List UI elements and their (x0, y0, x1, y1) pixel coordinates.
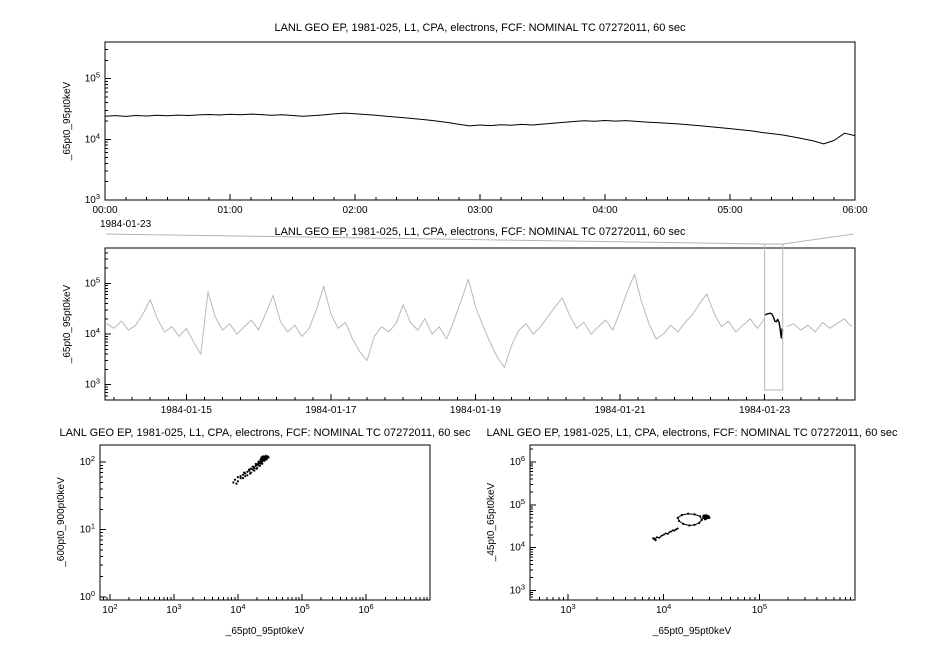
svg-text:101: 101 (80, 522, 95, 536)
panel-scatter-45-65[interactable]: 103 104 105 103 104 105 106 (510, 444, 856, 616)
svg-text:01:00: 01:00 (217, 205, 242, 216)
svg-text:05:00: 05:00 (717, 205, 742, 216)
svg-text:105: 105 (294, 602, 309, 616)
svg-text:102: 102 (102, 602, 117, 616)
panel-title-timeseries-zoom: LANL GEO EP, 1981-025, L1, CPA, electron… (274, 22, 686, 34)
svg-text:104: 104 (656, 602, 671, 616)
y-axis-label-scatter-600-900: _600pt0_900pt0keV (56, 477, 67, 567)
x-axis-label-scatter-45-65: _65pt0_95pt0keV (652, 626, 732, 637)
svg-text:104: 104 (230, 602, 245, 616)
y-axis-label-timeseries-zoom: _65pt0_95pt0keV (62, 81, 73, 161)
svg-text:102: 102 (80, 454, 95, 468)
svg-text:06:00: 06:00 (842, 205, 867, 216)
svg-text:105: 105 (752, 602, 767, 616)
svg-text:02:00: 02:00 (342, 205, 367, 216)
svg-text:103: 103 (166, 602, 181, 616)
svg-text:104: 104 (510, 540, 525, 554)
svg-text:1984-01-19: 1984-01-19 (450, 405, 502, 416)
svg-text:103: 103 (85, 377, 100, 391)
svg-text:103: 103 (510, 583, 525, 597)
svg-text:04:00: 04:00 (592, 205, 617, 216)
svg-text:105: 105 (85, 71, 100, 85)
svg-text:1984-01-15: 1984-01-15 (161, 405, 213, 416)
svg-text:104: 104 (85, 326, 100, 340)
panel-timeseries-context[interactable]: 1984-01-15 1984-01-17 1984-01-19 1984-01-21… (85, 247, 856, 416)
svg-text:106: 106 (358, 602, 373, 616)
svg-text:1984-01-23: 1984-01-23 (739, 405, 791, 416)
x-axis-context-date: 1984-01-23 (100, 219, 152, 230)
svg-text:103: 103 (85, 192, 100, 206)
panel-title-scatter-45-65: LANL GEO EP, 1981-025, L1, CPA, electron… (486, 427, 898, 439)
svg-text:100: 100 (80, 589, 95, 603)
svg-text:106: 106 (510, 454, 525, 468)
svg-text:105: 105 (85, 275, 100, 289)
svg-text:105: 105 (510, 497, 525, 511)
svg-text:103: 103 (560, 602, 575, 616)
svg-text:00:00: 00:00 (92, 205, 117, 216)
svg-text:03:00: 03:00 (467, 205, 492, 216)
svg-text:104: 104 (85, 131, 100, 145)
zoom-selection-box[interactable] (105, 233, 855, 391)
svg-text:1984-01-17: 1984-01-17 (305, 405, 357, 416)
y-axis-label-scatter-45-65: _45pt0_65pt0keV (486, 482, 497, 562)
svg-text:1984-01-21: 1984-01-21 (594, 405, 646, 416)
x-axis-label-scatter-600-900: _65pt0_95pt0keV (225, 626, 305, 637)
y-axis-label-timeseries-context: _65pt0_95pt0keV (62, 284, 73, 364)
panel-title-scatter-600-900: LANL GEO EP, 1981-025, L1, CPA, electron… (59, 427, 471, 439)
panel-timeseries-zoom[interactable]: 00:00 01:00 02:00 03:00 04:00 05:00 06:00 103 10… (85, 41, 868, 216)
panel-scatter-600-900[interactable]: 102 103 104 105 106 100 101 102 (80, 444, 431, 616)
panel-title-timeseries-context: LANL GEO EP, 1981-025, L1, CPA, electron… (274, 226, 686, 238)
